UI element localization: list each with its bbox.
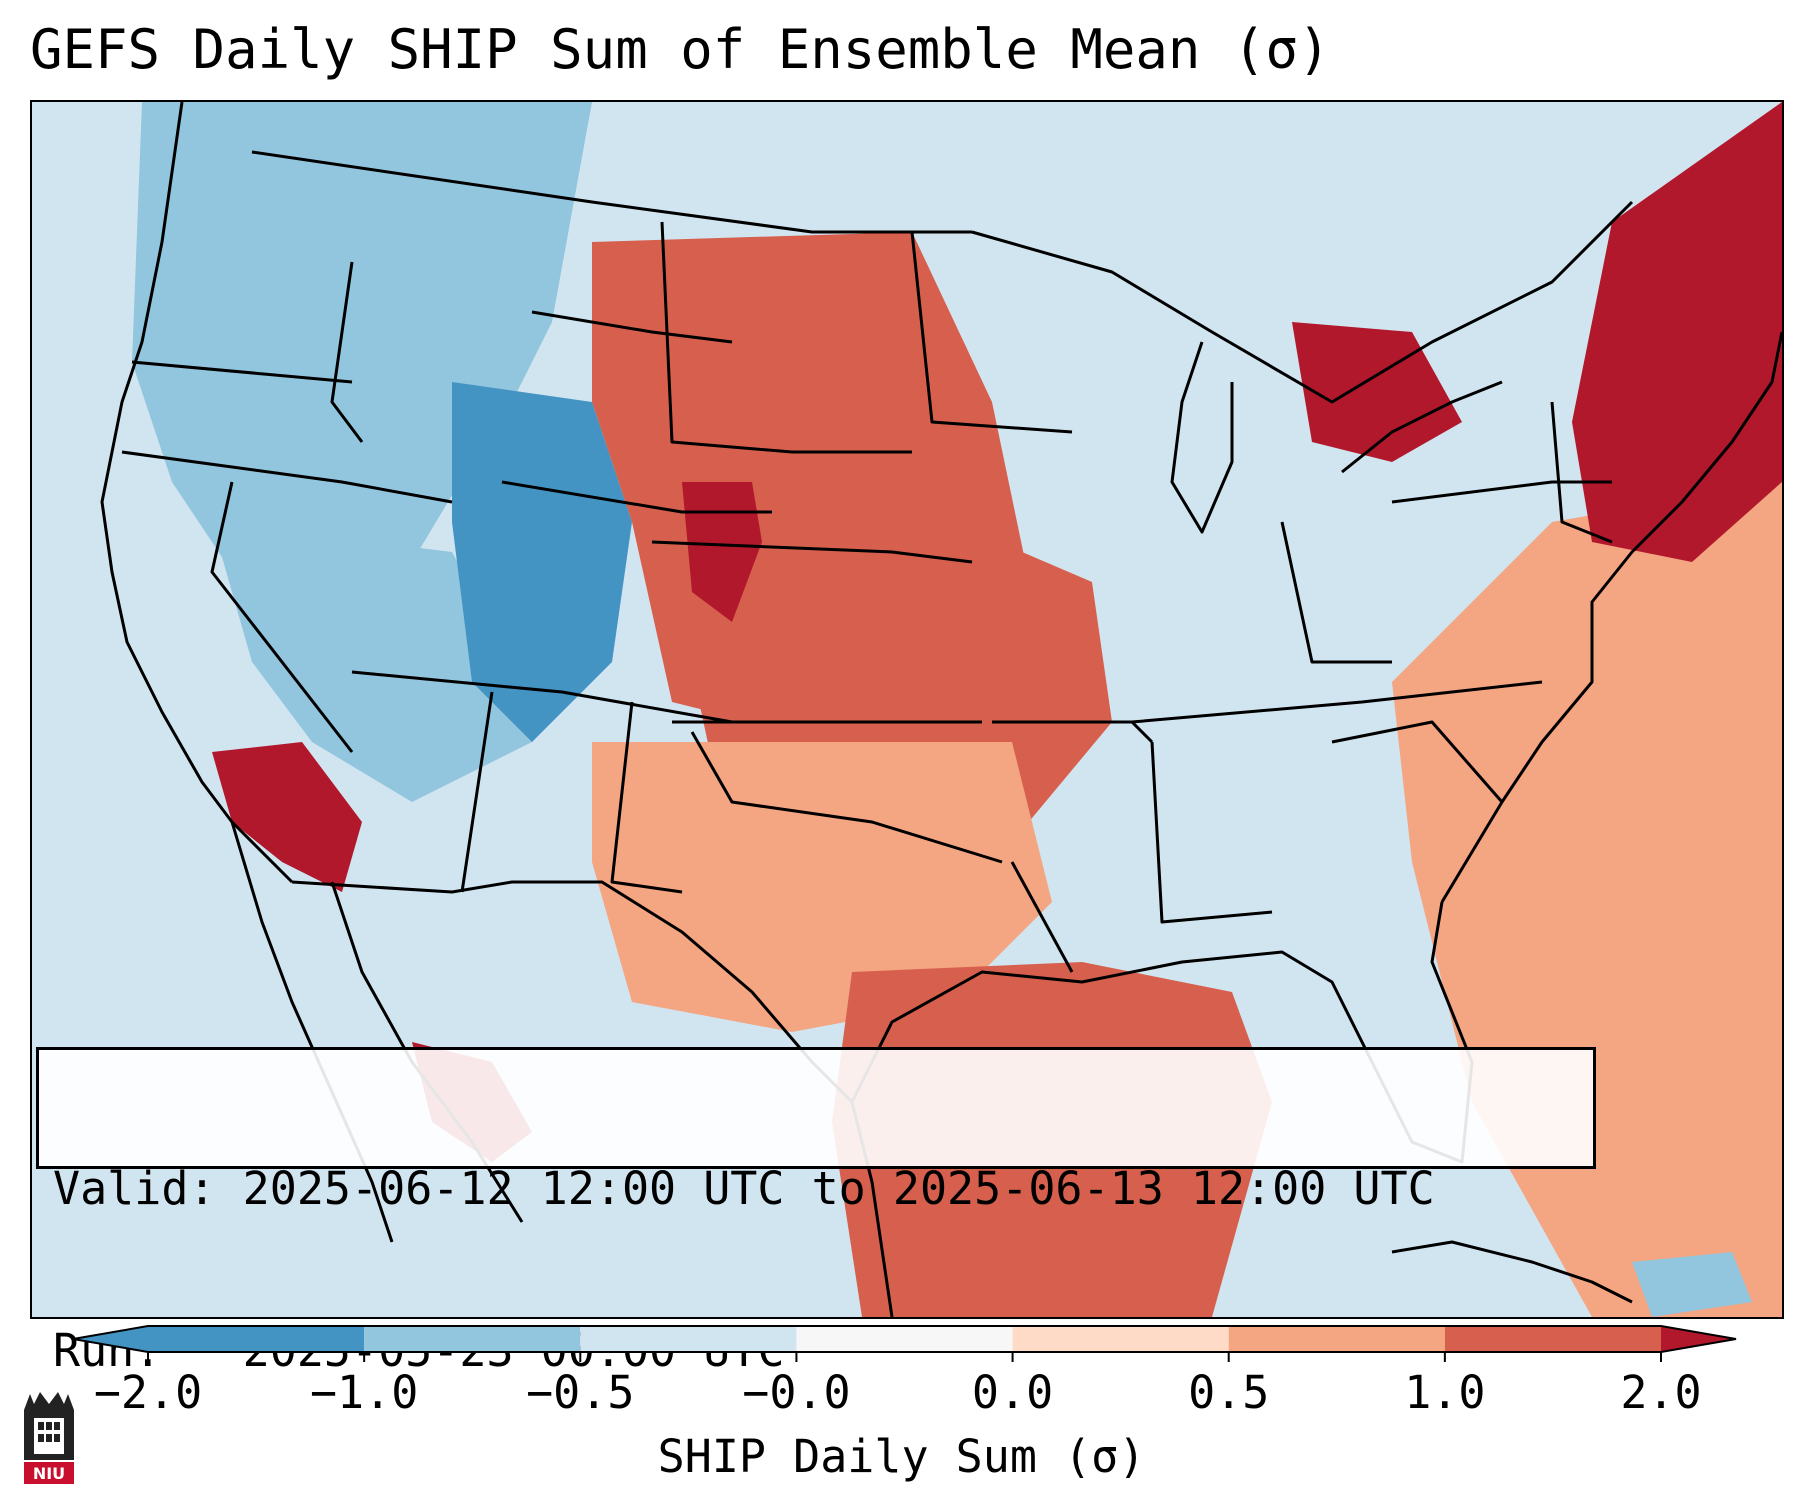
region-great-basin xyxy=(212,522,532,802)
great-lakes-border xyxy=(971,200,1634,404)
colorbar-segment xyxy=(148,1326,365,1352)
state-line-mt-wy xyxy=(531,310,733,344)
region-nw-atlantic-hot xyxy=(1732,102,1782,342)
state-line-ohio xyxy=(1280,521,1392,664)
colorbar-extend-high xyxy=(1661,1326,1736,1352)
state-line-az-nm xyxy=(460,691,494,893)
colorbar-tick-label: −0.5 xyxy=(526,1366,635,1419)
colorbar-tick-label: 2.0 xyxy=(1620,1366,1702,1419)
colorbar-label: SHIP Daily Sum (σ) xyxy=(657,1430,1146,1483)
colorbar-tick-label: −2.0 xyxy=(93,1366,203,1419)
state-line-co xyxy=(501,480,772,514)
state-line-pa-ny xyxy=(1391,480,1612,504)
colorbar-tick-label: 0.0 xyxy=(971,1366,1054,1419)
state-line-nm-tx xyxy=(610,701,683,894)
region-nebraska-core xyxy=(682,482,762,622)
state-line-dakotas xyxy=(660,221,912,454)
colorbar-segment xyxy=(796,1326,1013,1352)
region-colorado-rockies xyxy=(452,382,632,742)
colorbar-tick-label: −1.0 xyxy=(309,1366,419,1419)
colorbar-segment xyxy=(580,1326,797,1352)
region-southern-california xyxy=(212,742,362,892)
state-line-new-england xyxy=(1550,401,1613,544)
state-line-tn-ky xyxy=(1131,680,1543,724)
colorbar-segment xyxy=(364,1326,581,1352)
region-great-lakes xyxy=(1292,322,1462,462)
valid-time-text: Valid: 2025-06-12 12:00 UTC to 2025-06-1… xyxy=(53,1162,1435,1215)
colorbar-tick-label: 1.0 xyxy=(1404,1366,1486,1419)
niu-logo-icon: NIU xyxy=(24,1392,74,1484)
us-east-coast xyxy=(1440,331,1782,903)
state-line-ne-ks xyxy=(651,540,973,564)
niu-logo-text: NIU xyxy=(33,1464,65,1483)
state-line-la-ms xyxy=(1010,861,1074,973)
colorbar-extend-low xyxy=(73,1326,148,1352)
cuba-outline xyxy=(1391,1240,1633,1304)
colorbar xyxy=(72,1325,1737,1362)
valid-run-info-box: Valid: 2025-06-12 12:00 UTC to 2025-06-1… xyxy=(36,1047,1596,1377)
state-line-nv-ca xyxy=(210,481,354,753)
colorbar-segment xyxy=(1228,1326,1445,1352)
map-title: GEFS Daily SHIP Sum of Ensemble Mean (σ) xyxy=(30,18,1331,81)
state-line-or-ca xyxy=(121,450,453,504)
lake-erie-ontario xyxy=(1341,380,1503,474)
us-west-coast xyxy=(100,102,294,884)
state-line-or-wa xyxy=(131,360,353,384)
state-line-al-ga xyxy=(1150,741,1273,924)
colorbar-tick-label: 0.5 xyxy=(1188,1366,1270,1419)
state-line-id xyxy=(330,261,364,443)
state-line-ok-tx xyxy=(690,731,1003,864)
lake-michigan xyxy=(1170,341,1234,534)
colorbar-segment xyxy=(1444,1326,1661,1352)
colorbar-segment xyxy=(1012,1326,1229,1352)
region-southeast xyxy=(1092,702,1422,962)
region-pacific-northwest xyxy=(132,102,592,602)
state-line-ut-az xyxy=(351,670,733,724)
region-south-plains xyxy=(592,742,1052,1032)
colorbar-tick-label: −0.0 xyxy=(742,1366,851,1419)
colorbar-segments xyxy=(72,1325,1737,1362)
state-line-mn-ia xyxy=(910,231,1073,434)
region-florida-straits-cool xyxy=(1632,1252,1752,1317)
region-upper-midwest xyxy=(972,102,1342,282)
canada-us-border xyxy=(251,150,972,234)
state-line-carolinas xyxy=(1331,720,1504,803)
